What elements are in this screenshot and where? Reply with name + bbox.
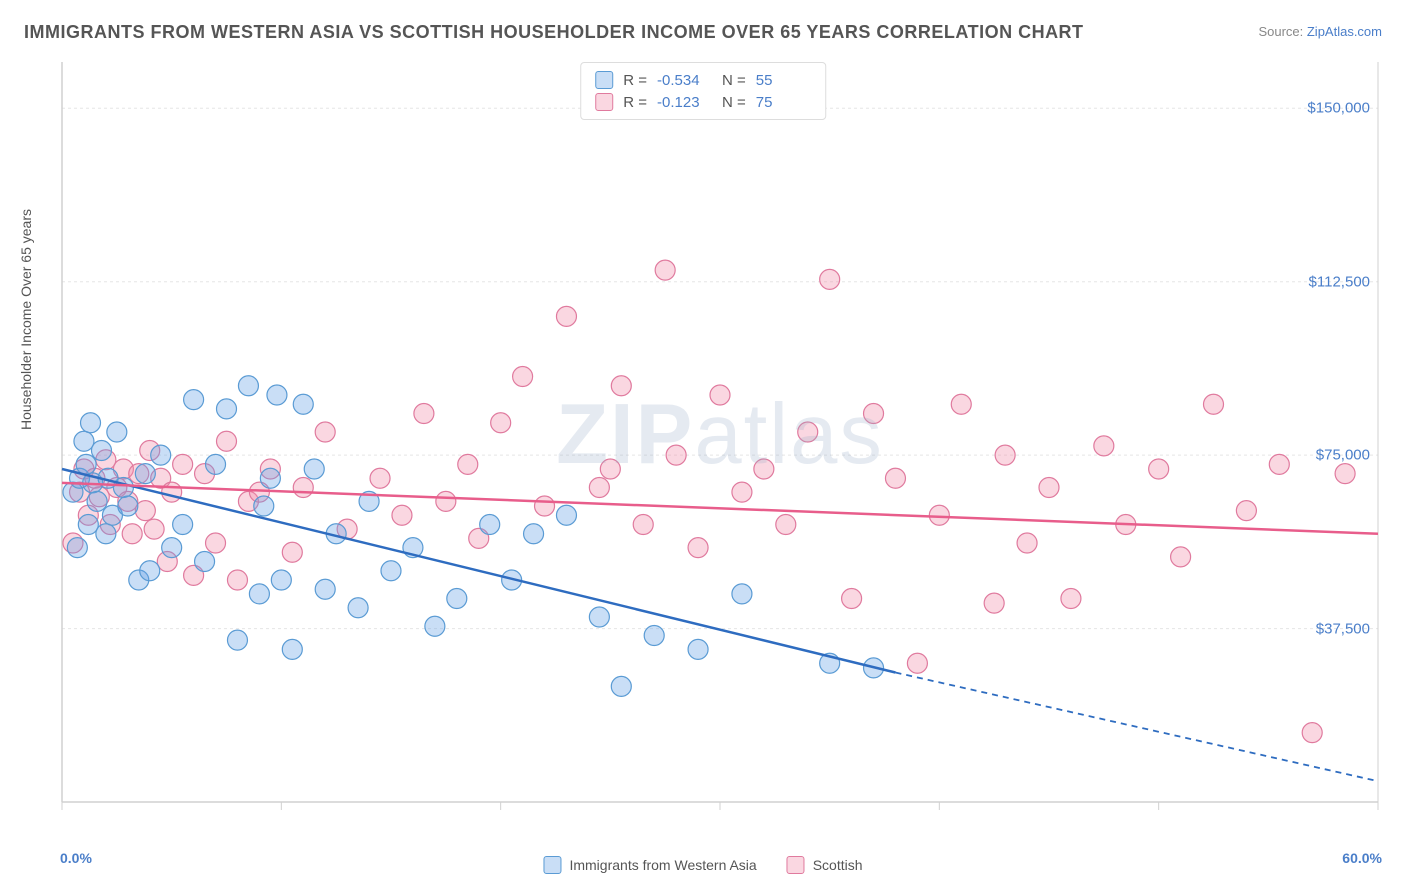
legend-swatch xyxy=(595,93,613,111)
x-min-label: 0.0% xyxy=(60,850,92,866)
y-tick-label: $150,000 xyxy=(1307,100,1370,117)
legend-R-label: R = xyxy=(623,72,647,89)
series-legend: Immigrants from Western Asia Scottish xyxy=(543,856,862,874)
legend-swatch xyxy=(787,856,805,874)
x-max-label: 60.0% xyxy=(1342,850,1382,866)
series-legend-label: Immigrants from Western Asia xyxy=(569,857,756,873)
legend-N-value: 55 xyxy=(756,72,811,89)
legend-R-label: R = xyxy=(623,94,647,111)
legend-swatch xyxy=(595,71,613,89)
y-tick-label: $75,000 xyxy=(1316,447,1370,464)
chart-svg xyxy=(60,60,1380,820)
legend-N-value: 75 xyxy=(756,94,811,111)
source-prefix: Source: xyxy=(1258,24,1306,39)
chart-title: IMMIGRANTS FROM WESTERN ASIA VS SCOTTISH… xyxy=(24,22,1084,43)
correlation-legend-row: R = -0.534 N = 55 xyxy=(595,69,811,91)
y-tick-label: $37,500 xyxy=(1316,620,1370,637)
series-legend-item: Immigrants from Western Asia xyxy=(543,856,756,874)
source-attribution: Source: ZipAtlas.com xyxy=(1258,24,1382,39)
chart-plot-area: ZIPatlas $37,500$75,000$112,500$150,000 xyxy=(60,60,1380,820)
legend-R-value: -0.534 xyxy=(657,72,712,89)
legend-swatch xyxy=(543,856,561,874)
legend-N-label: N = xyxy=(722,94,746,111)
legend-R-value: -0.123 xyxy=(657,94,712,111)
y-tick-label: $112,500 xyxy=(1309,273,1370,290)
y-axis-label: Householder Income Over 65 years xyxy=(18,209,34,430)
legend-N-label: N = xyxy=(722,72,746,89)
source-link[interactable]: ZipAtlas.com xyxy=(1307,24,1382,39)
series-legend-label: Scottish xyxy=(813,857,863,873)
series-legend-item: Scottish xyxy=(787,856,863,874)
correlation-legend: R = -0.534 N = 55 R = -0.123 N = 75 xyxy=(580,62,826,120)
correlation-legend-row: R = -0.123 N = 75 xyxy=(595,91,811,113)
